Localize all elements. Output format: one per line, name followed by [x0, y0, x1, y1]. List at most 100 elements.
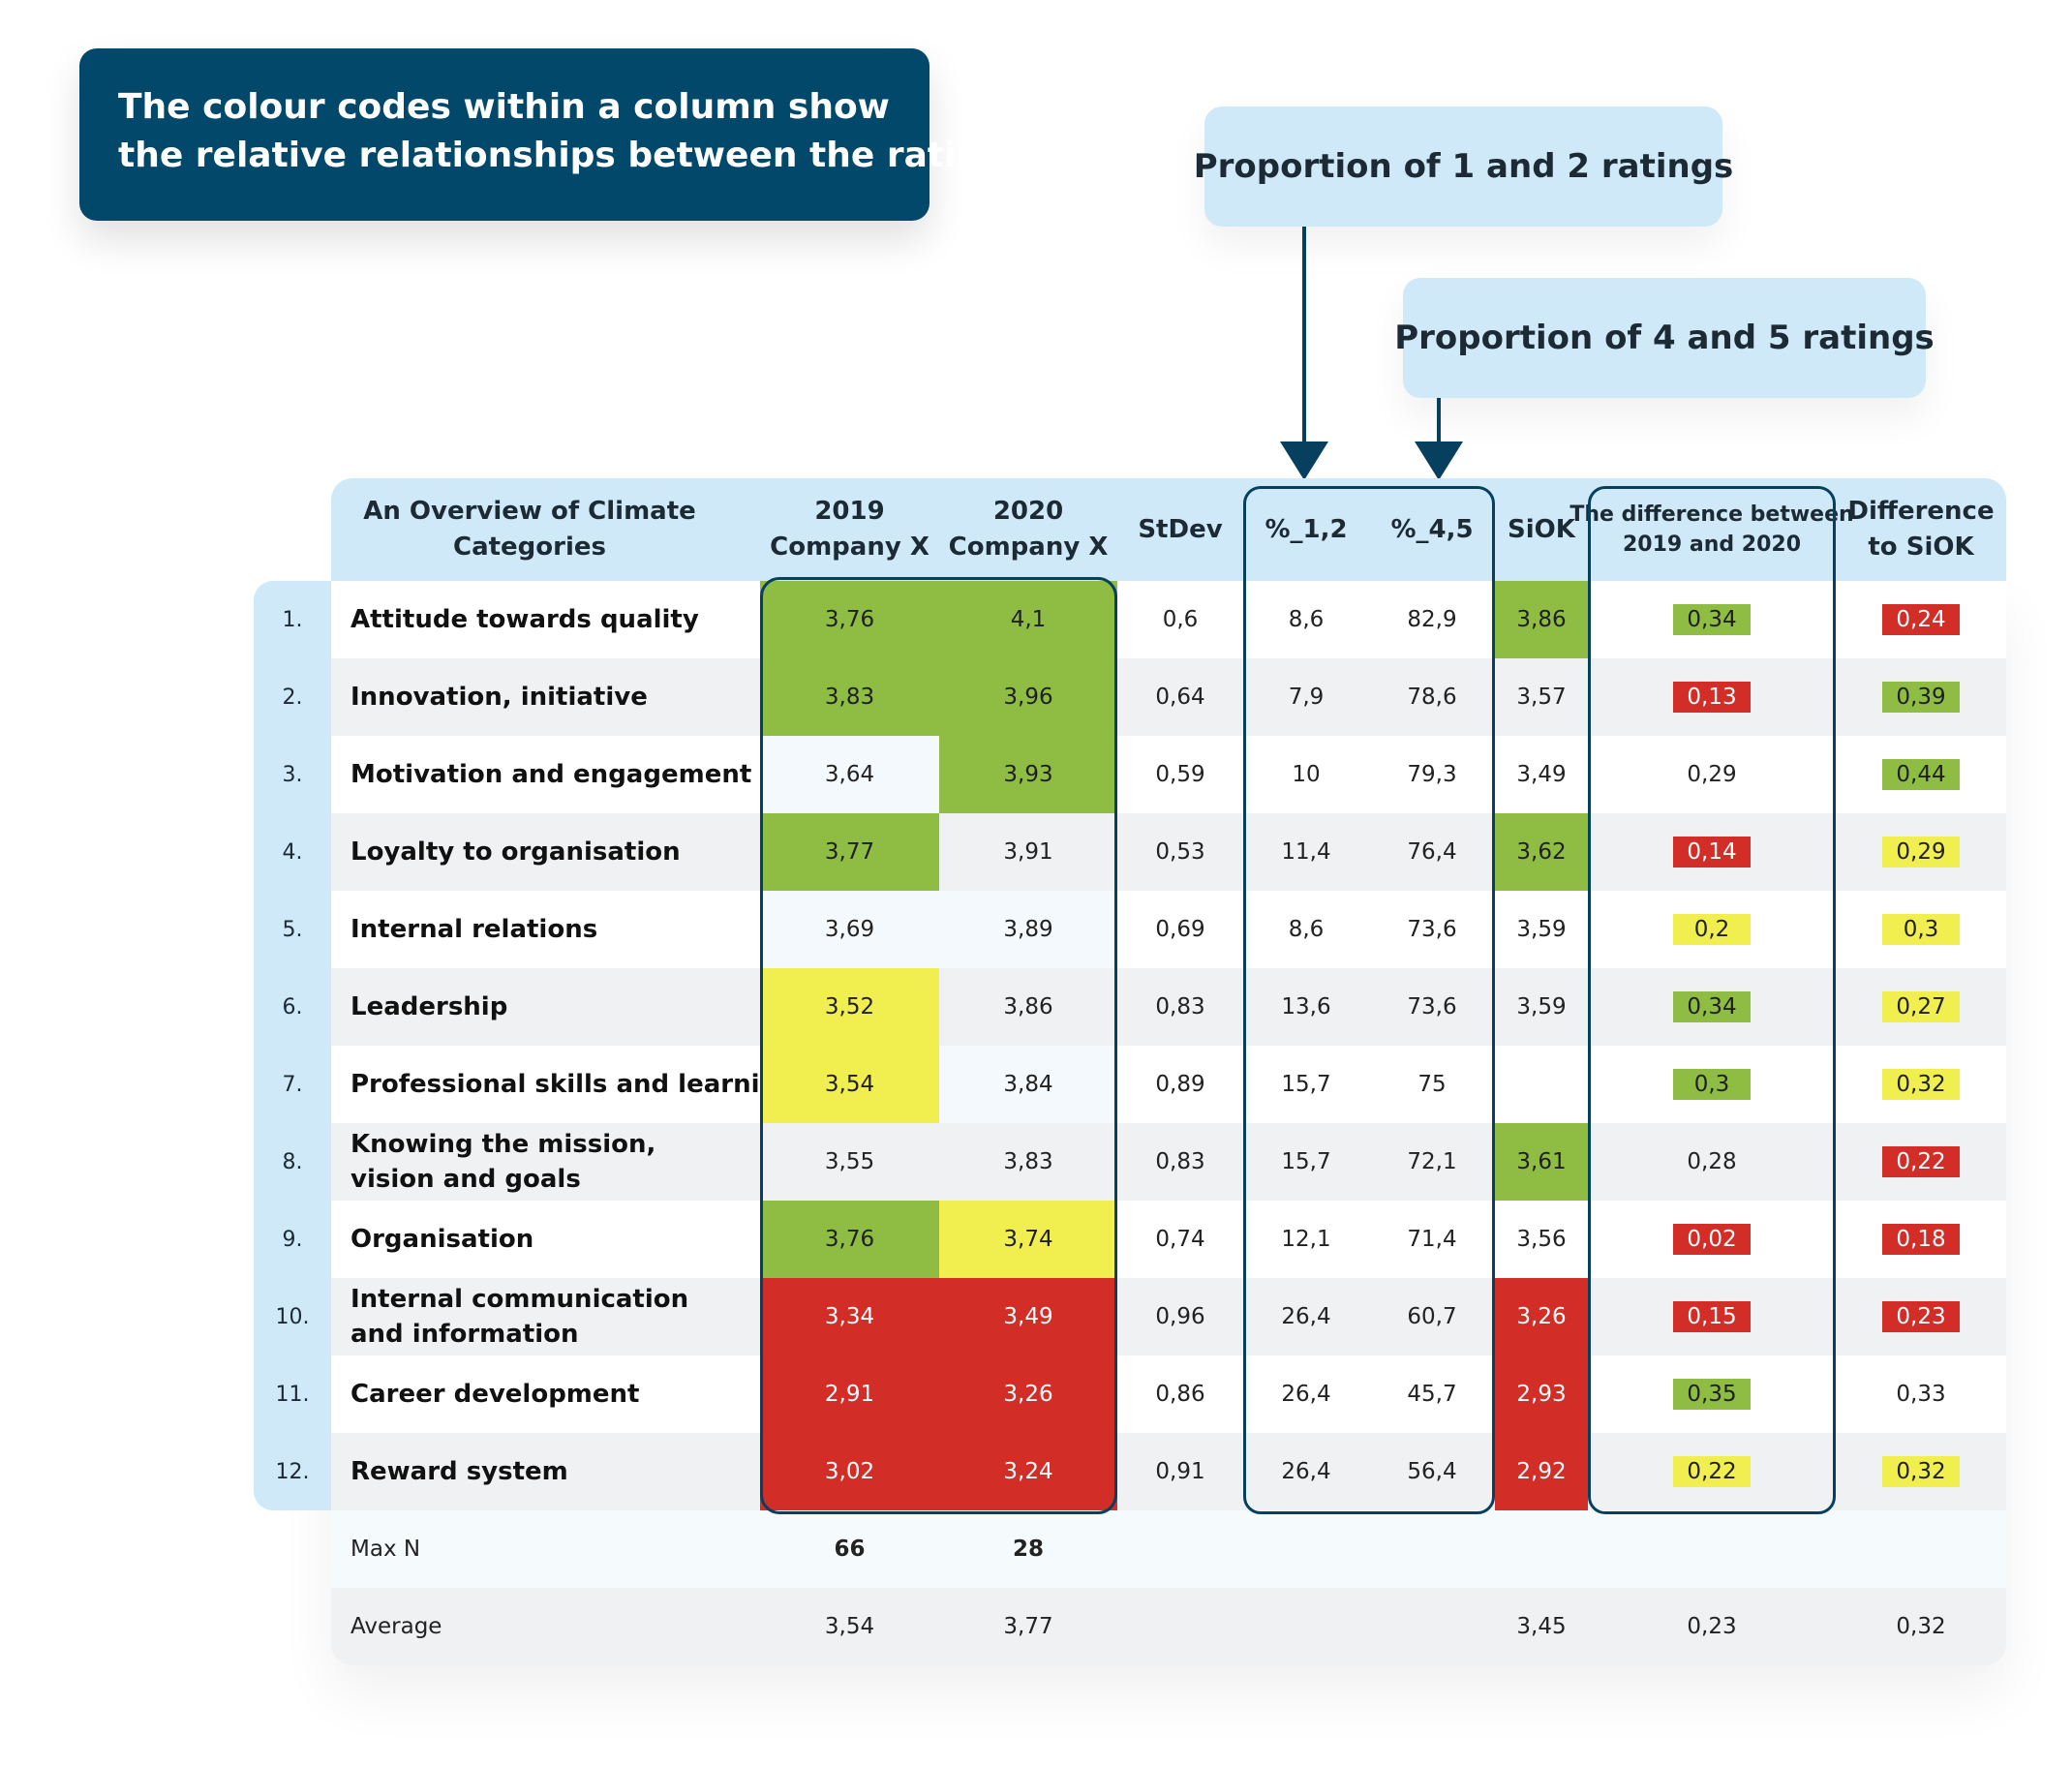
- category-label-line: Reward system: [350, 1457, 568, 1486]
- cell-p45: 71,4: [1407, 1227, 1457, 1252]
- category-label-line: Internal relations: [350, 915, 598, 944]
- cell-p12: 11,4: [1281, 839, 1331, 865]
- cell-diff: 0,13: [1588, 658, 1836, 736]
- footer-cell-v2020: 28: [1012, 1537, 1044, 1562]
- category-label: Internal relations: [350, 891, 767, 968]
- footer-cell-v2019: 66: [834, 1537, 866, 1562]
- row-number: 8.: [282, 1149, 303, 1174]
- cell-dsiok: 0,32: [1836, 1433, 2006, 1510]
- category-label: Innovation, initiative: [350, 658, 767, 736]
- cell-siok: 2,93: [1495, 1355, 1588, 1433]
- category-label-line: Career development: [350, 1380, 640, 1409]
- cell-stdev: 0,83: [1155, 994, 1205, 1020]
- cell-p45: 73,6: [1407, 917, 1457, 942]
- row-number: 6.: [282, 994, 303, 1020]
- cell-dsiok: 0,24: [1836, 581, 2006, 658]
- value-badge: 0,27: [1882, 991, 1960, 1022]
- cell-v2019: 3,83: [760, 658, 939, 736]
- category-label-line: Motivation and engagement: [350, 760, 752, 789]
- cell-v2020: 3,24: [939, 1433, 1117, 1510]
- cell-v2019: 2,91: [760, 1355, 939, 1433]
- cell-diff: 0,29: [1687, 762, 1737, 787]
- category-label-line: Innovation, initiative: [350, 683, 648, 712]
- footer-row: [331, 1588, 2006, 1665]
- colour-codes-callout: The colour codes within a column show th…: [79, 48, 1026, 221]
- footer-cell-diff: [1588, 1510, 1836, 1588]
- cell-dsiok: 0,18: [1836, 1201, 2006, 1278]
- cell-stdev: 0,86: [1155, 1382, 1205, 1407]
- category-label-line: Organisation: [350, 1225, 534, 1254]
- cell-p45: 75: [1417, 1072, 1447, 1097]
- header-diff-siok: Difference to SiOK: [1847, 497, 1995, 562]
- cell-stdev: 0,74: [1155, 1227, 1205, 1252]
- proportion-12-callout: Proportion of 1 and 2 ratings: [1194, 107, 1733, 227]
- cell-p12: 26,4: [1281, 1459, 1331, 1484]
- cell-stdev: 0,83: [1155, 1149, 1205, 1174]
- row-number-band: [254, 581, 331, 1510]
- cell-dsiok: 0,32: [1836, 1046, 2006, 1123]
- footer-cell-siok: 3,45: [1516, 1614, 1567, 1639]
- cell-dsiok: 0,23: [1836, 1278, 2006, 1355]
- value-badge: 0,23: [1882, 1301, 1960, 1332]
- header-diff-years: The difference between 2019 and 2020: [1569, 502, 1854, 557]
- proportion-45-callout: Proportion of 4 and 5 ratings: [1394, 278, 1935, 398]
- cell-v2020: 3,74: [939, 1201, 1117, 1278]
- category-label: Reward system: [350, 1433, 767, 1510]
- cell-stdev: 0,59: [1155, 762, 1205, 787]
- row-number: 1.: [282, 607, 303, 632]
- cell-stdev: 0,69: [1155, 917, 1205, 942]
- cell-diff: 0,15: [1588, 1278, 1836, 1355]
- cell-p45: 78,6: [1407, 685, 1457, 710]
- category-label: Leadership: [350, 968, 767, 1046]
- cell-v2019: 3,76: [760, 1201, 939, 1278]
- value-badge: 0,22: [1882, 1146, 1960, 1177]
- cell-v2020: 3,83: [939, 1123, 1117, 1201]
- row-number: 5.: [282, 917, 303, 942]
- cell-p45: 56,4: [1407, 1459, 1457, 1484]
- category-label: Organisation: [350, 1201, 767, 1278]
- cell-diff: 0,02: [1588, 1201, 1836, 1278]
- cell-p12: 13,6: [1281, 994, 1331, 1020]
- value-badge: 0,34: [1673, 991, 1751, 1022]
- cell-diff: 0,22: [1588, 1433, 1836, 1510]
- category-label-line: Attitude towards quality: [350, 605, 699, 634]
- value-badge: 0,34: [1673, 604, 1751, 635]
- cell-v2020: 3,49: [939, 1278, 1117, 1355]
- cell-v2019: 3,64: [760, 736, 939, 813]
- cell-p12: 10: [1292, 762, 1321, 787]
- colour-codes-line-1: The colour codes within a column show: [118, 87, 890, 127]
- category-label-line: Leadership: [350, 992, 508, 1021]
- cell-dsiok: 0,27: [1836, 968, 2006, 1046]
- cell-v2020: 3,96: [939, 658, 1117, 736]
- category-label: Career development: [350, 1355, 767, 1433]
- cell-stdev: 0,96: [1155, 1304, 1205, 1329]
- cell-diff: 0,14: [1588, 813, 1836, 891]
- cell-p45: 73,6: [1407, 994, 1457, 1020]
- cell-v2019: 3,34: [760, 1278, 939, 1355]
- cell-p12: 26,4: [1281, 1304, 1331, 1329]
- cell-siok: 3,86: [1495, 581, 1588, 658]
- footer-cell-diff: 0,23: [1687, 1614, 1737, 1639]
- cell-siok: 3,61: [1495, 1123, 1588, 1201]
- value-badge: 0,02: [1673, 1224, 1751, 1255]
- header-p12: %_1,2: [1265, 514, 1348, 544]
- cell-v2020: 4,1: [939, 581, 1117, 658]
- value-badge: 0,39: [1882, 682, 1960, 713]
- row-number: 7.: [282, 1072, 303, 1097]
- row-number: 2.: [282, 685, 303, 710]
- header-p45: %_4,5: [1390, 514, 1474, 544]
- cell-v2020: 3,86: [939, 968, 1117, 1046]
- cell-v2020: 3,84: [939, 1046, 1117, 1123]
- cell-p45: 82,9: [1407, 607, 1457, 632]
- cell-v2020: 3,26: [939, 1355, 1117, 1433]
- cell-p45: 76,4: [1407, 839, 1457, 865]
- footer-cell-v2020: 3,77: [1003, 1614, 1053, 1639]
- cell-siok: 3,57: [1516, 685, 1567, 710]
- cell-p45: 72,1: [1407, 1149, 1457, 1174]
- row-number: 12.: [275, 1459, 310, 1484]
- cell-dsiok: 0,22: [1836, 1123, 2006, 1201]
- row-number: 10.: [275, 1304, 310, 1329]
- cell-stdev: 0,6: [1162, 607, 1199, 632]
- category-label: Knowing the mission, vision and goals: [350, 1123, 767, 1201]
- cell-p12: 12,1: [1281, 1227, 1331, 1252]
